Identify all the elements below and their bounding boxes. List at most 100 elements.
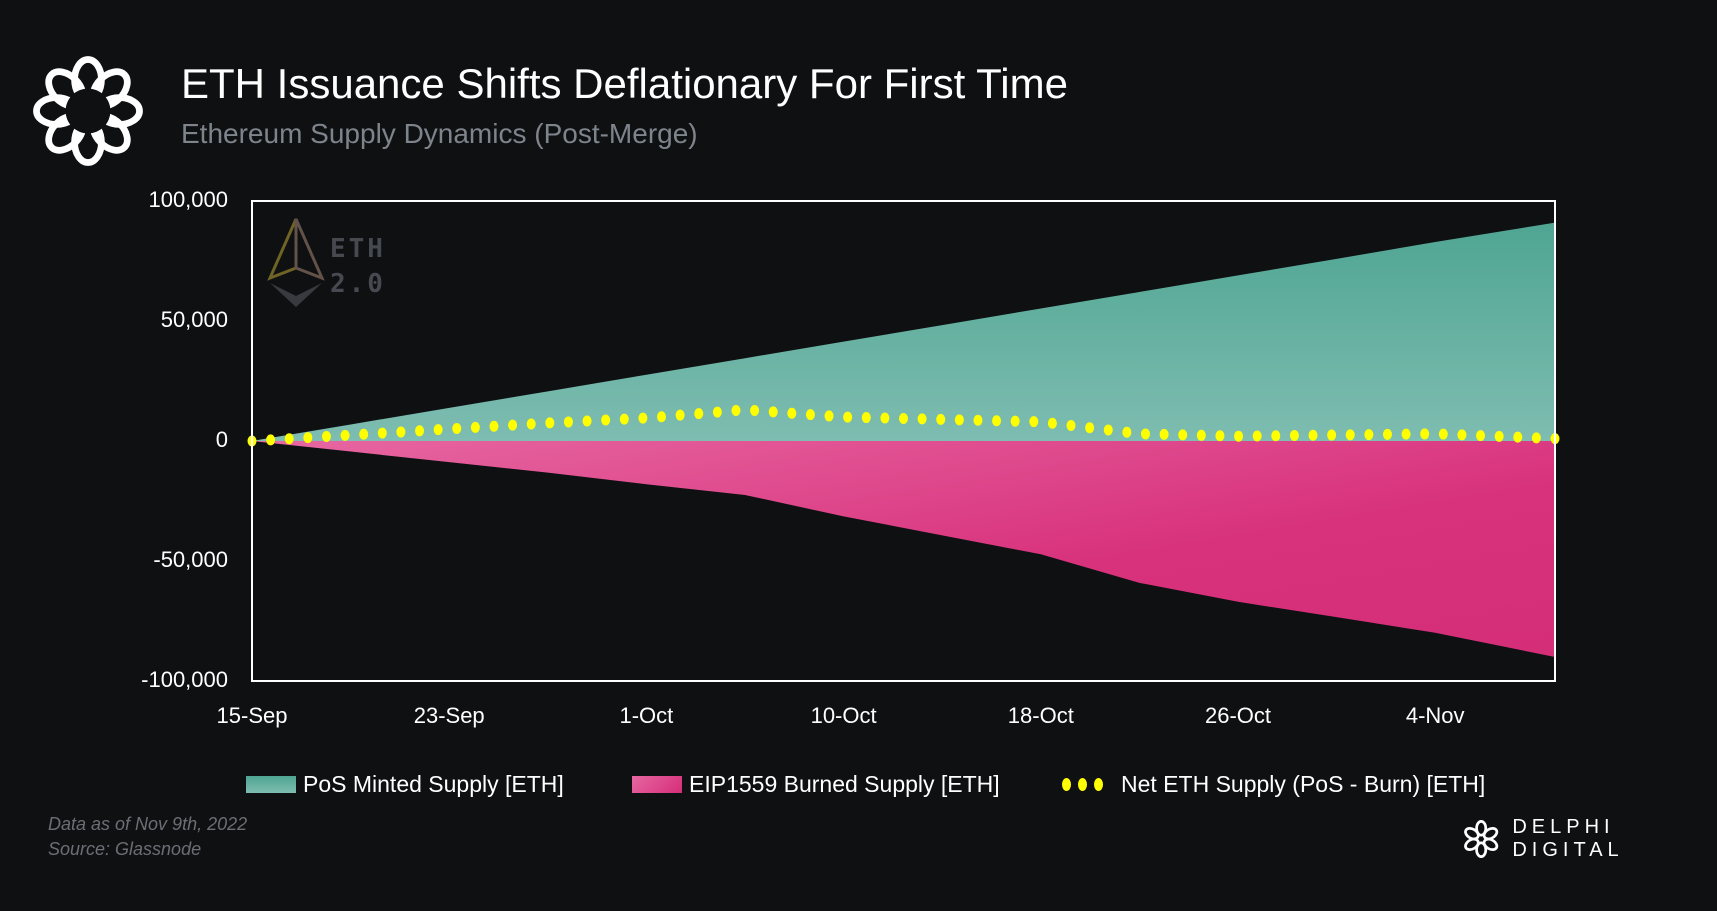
net-supply-dot (1085, 422, 1095, 434)
net-supply-dot (1234, 430, 1244, 442)
net-supply-dot (303, 432, 313, 444)
legend-label: PoS Minted Supply [ETH] (303, 771, 564, 797)
net-supply-dot (359, 428, 369, 440)
net-supply-dot (861, 412, 871, 424)
net-supply-dot (1494, 430, 1504, 442)
legend-swatch-net-dots (1062, 778, 1103, 791)
net-supply-dot (377, 427, 387, 439)
net-supply-dot (675, 409, 685, 421)
net-supply-dot (452, 423, 462, 435)
net-supply-dot (1345, 429, 1355, 441)
net-supply-dot (1382, 428, 1392, 440)
net-supply-dot (954, 414, 964, 426)
x-tick-label: 10-Oct (811, 703, 877, 728)
net-supply-dot (266, 434, 276, 446)
net-supply-dot (1196, 429, 1206, 441)
net-supply-dot (563, 416, 573, 428)
net-supply-dot (973, 414, 983, 426)
net-supply-dot (750, 404, 760, 416)
x-tick-label: 4-Nov (1406, 703, 1465, 728)
net-supply-dot (415, 425, 425, 437)
net-supply-dot (768, 406, 778, 418)
delphi-brand: DELPHI DIGITAL (1462, 816, 1717, 862)
net-supply-dot (787, 407, 797, 419)
net-supply-dot (657, 411, 667, 423)
net-supply-dot (321, 430, 331, 442)
net-supply-dot (1178, 429, 1188, 441)
net-supply-dot (824, 410, 834, 422)
net-supply-dot (1476, 430, 1486, 442)
net-supply-dot (1252, 430, 1262, 442)
net-supply-dot (470, 421, 480, 433)
x-tick-label: 18-Oct (1008, 703, 1074, 728)
net-supply-dot (694, 408, 704, 420)
pos-minted-area (252, 222, 1555, 441)
net-supply-dot (843, 411, 853, 423)
net-supply-dot (284, 433, 294, 445)
x-tick-label: 1-Oct (620, 703, 674, 728)
delphi-logo-small-icon (1464, 820, 1499, 858)
x-tick-label: 15-Sep (217, 703, 288, 728)
net-supply-dot (1327, 429, 1337, 441)
eth2-watermark: ETH 2.0 (267, 218, 386, 307)
net-supply-dot (899, 412, 908, 424)
y-tick-label: -100,000 (141, 667, 228, 692)
net-supply-dot (1401, 428, 1411, 440)
net-supply-dot (880, 412, 890, 424)
net-supply-dot (1364, 429, 1374, 441)
legend-label: EIP1559 Burned Supply [ETH] (689, 771, 1000, 797)
net-supply-dot (936, 413, 946, 425)
watermark-eth: ETH (330, 234, 386, 264)
net-supply-dot (545, 417, 555, 429)
delphi-logo-icon (33, 56, 143, 166)
burned-area (252, 441, 1555, 657)
net-supply-dot (1513, 431, 1523, 443)
legend-item-burned: EIP1559 Burned Supply [ETH] (632, 771, 1000, 798)
net-supply-dot (731, 405, 741, 417)
net-supply-dot (1215, 430, 1225, 442)
net-supply-dot (582, 415, 592, 427)
net-supply-dot (992, 415, 1002, 427)
net-supply-dot (917, 413, 927, 425)
legend-item-minted: PoS Minted Supply [ETH] (246, 771, 564, 798)
net-supply-dot (526, 418, 536, 430)
watermark-version: 2.0 (330, 269, 386, 299)
net-supply-dot (1010, 415, 1020, 427)
net-supply-dot (712, 406, 722, 418)
y-tick-label: 100,000 (148, 187, 228, 212)
net-supply-dot (1420, 428, 1430, 440)
net-supply-dot (1438, 428, 1448, 440)
legend-swatch-burned (632, 776, 682, 793)
plot-frame (251, 200, 1556, 682)
net-supply-dot (1457, 429, 1467, 441)
net-supply-dot (638, 412, 648, 424)
net-supply-dot (1122, 426, 1132, 438)
legend-swatch-minted (246, 776, 296, 793)
data-date-note: Data as of Nov 9th, 2022 (48, 814, 248, 834)
net-supply-dot (1066, 419, 1076, 431)
net-supply-dot (1103, 424, 1113, 436)
x-tick-label: 26-Oct (1205, 703, 1271, 728)
net-supply-dot (396, 426, 406, 438)
y-tick-label: 0 (216, 427, 228, 452)
net-supply-dot (489, 420, 499, 432)
x-tick-label: 23-Sep (414, 703, 485, 728)
y-tick-label: -50,000 (153, 547, 228, 572)
net-supply-dot (1289, 430, 1299, 442)
brand-name: DELPHI DIGITAL (1512, 816, 1624, 861)
net-supply-dot (1531, 432, 1541, 444)
net-supply-dot (1029, 416, 1039, 428)
net-supply-dot (1271, 430, 1281, 442)
net-supply-dot (508, 419, 518, 431)
net-supply-dots (247, 404, 1560, 447)
y-tick-label: 50,000 (161, 307, 228, 332)
net-supply-dot (433, 424, 443, 436)
source-note: Source: Glassnode (48, 839, 202, 859)
net-supply-dot (1308, 429, 1318, 441)
legend-label: Net ETH Supply (PoS - Burn) [ETH] (1121, 771, 1486, 797)
legend-item-net: Net ETH Supply (PoS - Burn) [ETH] (1062, 771, 1485, 798)
net-supply-dot (340, 429, 350, 441)
net-supply-dot (1047, 417, 1057, 429)
chart-subtitle: Ethereum Supply Dynamics (Post-Merge) (181, 118, 698, 149)
